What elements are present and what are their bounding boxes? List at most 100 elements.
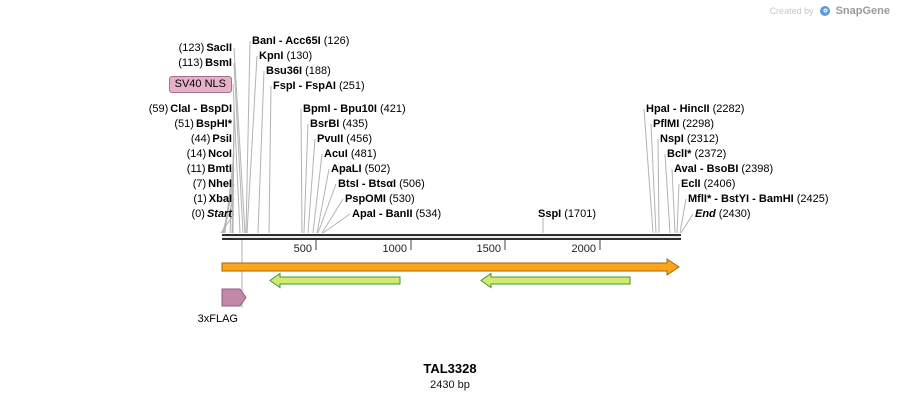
site-position: (59) bbox=[148, 103, 169, 115]
ruler-ticks bbox=[315, 240, 601, 250]
site-name: Bsu36I bbox=[266, 65, 303, 77]
site-name: AcuI bbox=[324, 148, 348, 160]
site-position: (435) bbox=[342, 118, 369, 130]
site-name: XbaI bbox=[208, 193, 232, 205]
site-label-sacii[interactable]: (123) SacII bbox=[179, 42, 232, 55]
site-name: FspI - FspAI bbox=[273, 80, 336, 92]
site-position: (0) bbox=[191, 208, 205, 220]
site-position: (502) bbox=[364, 163, 391, 175]
site-label-acui[interactable]: AcuI (481) bbox=[324, 148, 377, 161]
site-name: BanI - Acc65I bbox=[252, 35, 321, 47]
site-label-pflmi[interactable]: PflMI (2298) bbox=[653, 118, 714, 131]
feature-label-sv40-nls[interactable]: SV40 NLS bbox=[168, 76, 232, 93]
site-label-ncoi[interactable]: (14) NcoI bbox=[187, 148, 232, 161]
site-name: PsiI bbox=[212, 133, 232, 145]
site-name: End bbox=[695, 208, 716, 220]
site-position: (11) bbox=[186, 163, 206, 175]
site-label-mfli[interactable]: MflI* - BstYI - BamHI (2425) bbox=[688, 193, 829, 206]
site-label-bmti[interactable]: (11) BmtI bbox=[187, 163, 232, 176]
site-position: (130) bbox=[286, 50, 313, 62]
site-position: (113) bbox=[178, 57, 204, 69]
site-name: SspI bbox=[538, 208, 562, 220]
site-name: SacII bbox=[206, 42, 232, 54]
site-label-bcli[interactable]: BclI* (2372) bbox=[667, 148, 726, 161]
site-label-fspi[interactable]: FspI - FspAI (251) bbox=[273, 80, 365, 93]
feature-label-3xflag[interactable]: 3xFLAG bbox=[197, 313, 238, 325]
ruler-label-500: 500 bbox=[293, 243, 312, 255]
site-name: KpnI bbox=[259, 50, 284, 62]
site-label-sspi[interactable]: SspI (1701) bbox=[538, 208, 596, 221]
green-feature-arrow-2[interactable] bbox=[480, 272, 631, 289]
feature-name: SV40 NLS bbox=[174, 78, 226, 90]
site-label-bani[interactable]: BanI - Acc65I (126) bbox=[252, 35, 349, 48]
site-name: ApaI - BanII bbox=[352, 208, 413, 220]
site-name: NcoI bbox=[208, 148, 232, 160]
site-name: NheI bbox=[208, 178, 232, 190]
site-name: AvaI - BsoBI bbox=[674, 163, 739, 175]
snapgene-logo-icon bbox=[819, 6, 830, 16]
site-name: Start bbox=[206, 208, 232, 220]
site-label-nhei[interactable]: (7) NheI bbox=[193, 178, 232, 191]
snapgene-logo-text: SnapGene bbox=[835, 5, 890, 17]
site-position: (2425) bbox=[796, 193, 829, 205]
map-length: 2430 bp bbox=[430, 379, 470, 391]
site-label-ecli[interactable]: EclI (2406) bbox=[681, 178, 735, 191]
site-position: (506) bbox=[399, 178, 425, 190]
site-label-bsrbi[interactable]: BsrBI (435) bbox=[310, 118, 368, 131]
site-position: (534) bbox=[415, 208, 442, 220]
site-label-bpmi[interactable]: BpmI - Bpu10I (421) bbox=[303, 103, 406, 116]
site-label-apali[interactable]: ApaLI (502) bbox=[331, 163, 390, 176]
orf-arrow[interactable] bbox=[221, 258, 680, 276]
site-name: BpmI - Bpu10I bbox=[303, 103, 377, 115]
site-position: (2406) bbox=[703, 178, 736, 190]
site-label-bsphi[interactable]: (51) BspHI* bbox=[174, 118, 232, 131]
site-label-bsu36i[interactable]: Bsu36I (188) bbox=[266, 65, 331, 78]
site-label-psii[interactable]: (44) PsiI bbox=[191, 133, 232, 146]
site-label-btsi[interactable]: BtsI - BtsαI (506) bbox=[338, 178, 425, 191]
ruler-label-1000: 1000 bbox=[382, 243, 407, 255]
site-label-avai[interactable]: AvaI - BsoBI (2398) bbox=[674, 163, 773, 176]
site-name: PvuII bbox=[317, 133, 344, 145]
site-label-kpni[interactable]: KpnI (130) bbox=[259, 50, 312, 63]
green-feature-arrow-1[interactable] bbox=[269, 272, 401, 289]
site-position: (456) bbox=[346, 133, 372, 145]
flag-feature-arrow[interactable] bbox=[221, 288, 247, 307]
site-name: BtsI - BtsαI bbox=[338, 178, 397, 190]
site-label-apai[interactable]: ApaI - BanII (534) bbox=[352, 208, 441, 221]
site-position: (2430) bbox=[718, 208, 751, 220]
site-label-hpai[interactable]: HpaI - HincII (2282) bbox=[646, 103, 744, 116]
created-by-text: Created by bbox=[769, 6, 814, 16]
site-name: ApaLI bbox=[331, 163, 362, 175]
site-label-bsmi[interactable]: (113) BsmI bbox=[178, 57, 232, 70]
map-end-label[interactable]: End (2430) bbox=[695, 208, 751, 221]
site-position: (188) bbox=[305, 65, 331, 77]
watermark: Created by SnapGene bbox=[770, 5, 890, 17]
site-name: MflI* - BstYI - BamHI bbox=[688, 193, 794, 205]
map-start-label[interactable]: (0) Start bbox=[191, 208, 232, 221]
site-position: (2372) bbox=[694, 148, 727, 160]
site-label-pspomi[interactable]: PspOMI (530) bbox=[345, 193, 415, 206]
site-name: BsrBI bbox=[310, 118, 340, 130]
site-label-nspi[interactable]: NspI (2312) bbox=[660, 133, 719, 146]
site-label-pvuii[interactable]: PvuII (456) bbox=[317, 133, 372, 146]
site-position: (51) bbox=[174, 118, 194, 130]
site-position: (126) bbox=[323, 35, 350, 47]
connector-lines bbox=[220, 40, 694, 308]
site-position: (123) bbox=[178, 42, 205, 54]
site-position: (530) bbox=[388, 193, 415, 205]
site-position: (7) bbox=[192, 178, 207, 190]
site-position: (1701) bbox=[564, 208, 597, 220]
site-name: PflMI bbox=[653, 118, 680, 130]
site-name: BsmI bbox=[205, 57, 232, 69]
sequence-bar[interactable] bbox=[222, 234, 681, 240]
site-name: PspOMI bbox=[345, 193, 386, 205]
site-name: HpaI - HincII bbox=[646, 103, 710, 115]
site-position: (44) bbox=[190, 133, 211, 145]
site-name: NspI bbox=[660, 133, 684, 145]
site-position: (421) bbox=[379, 103, 406, 115]
site-label-clai[interactable]: (59) ClaI - BspDI bbox=[149, 103, 232, 116]
site-label-xbai[interactable]: (1) XbaI bbox=[193, 193, 232, 206]
site-position: (481) bbox=[350, 148, 377, 160]
